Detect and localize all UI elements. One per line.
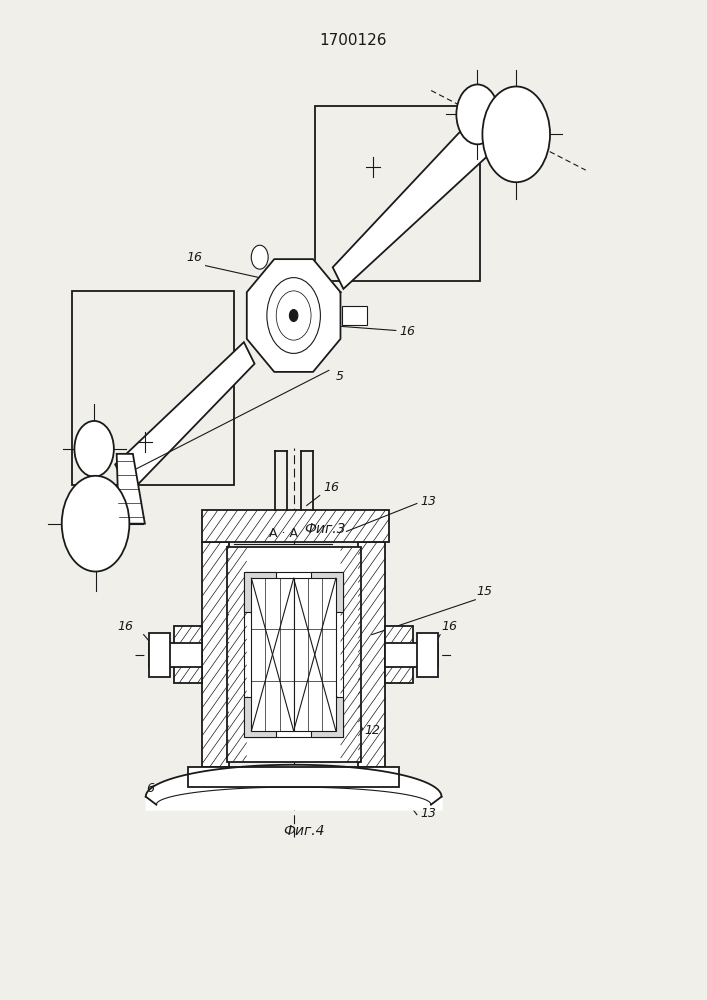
- Polygon shape: [333, 111, 497, 289]
- Text: 16: 16: [323, 481, 339, 494]
- Bar: [311, 697, 343, 737]
- Bar: [245, 572, 276, 612]
- Circle shape: [74, 421, 114, 477]
- Bar: [149, 633, 170, 677]
- Text: 12: 12: [364, 724, 380, 737]
- Text: 15: 15: [477, 585, 493, 598]
- Polygon shape: [117, 454, 145, 524]
- Bar: [245, 572, 343, 737]
- Circle shape: [267, 278, 320, 353]
- Circle shape: [482, 86, 550, 182]
- Bar: [385, 626, 414, 683]
- Bar: [417, 633, 438, 677]
- Text: 6: 6: [146, 782, 153, 795]
- Bar: [385, 643, 438, 667]
- Bar: [341, 306, 367, 325]
- Text: А · А: А · А: [269, 527, 298, 540]
- Text: 5: 5: [336, 370, 344, 383]
- Bar: [252, 578, 293, 731]
- Text: Фиг.3: Фиг.3: [305, 522, 346, 536]
- Circle shape: [251, 245, 268, 269]
- Text: 16: 16: [117, 620, 134, 633]
- Bar: [202, 510, 390, 542]
- Text: 13: 13: [421, 495, 436, 508]
- Text: 16: 16: [186, 251, 202, 264]
- Bar: [227, 547, 361, 762]
- Text: Фиг.4: Фиг.4: [284, 824, 325, 838]
- Circle shape: [456, 84, 498, 144]
- Circle shape: [289, 310, 298, 321]
- Bar: [293, 578, 336, 731]
- Bar: [72, 291, 234, 485]
- Bar: [188, 767, 399, 787]
- Text: 13: 13: [421, 807, 436, 820]
- Bar: [358, 542, 385, 767]
- Bar: [311, 572, 343, 612]
- Bar: [315, 106, 480, 281]
- Polygon shape: [247, 259, 341, 372]
- Bar: [149, 643, 202, 667]
- Bar: [245, 697, 276, 737]
- Polygon shape: [115, 342, 255, 493]
- Circle shape: [62, 476, 129, 572]
- Text: 16: 16: [399, 325, 415, 338]
- Bar: [174, 626, 202, 683]
- Text: 16: 16: [442, 620, 457, 633]
- Text: 1700126: 1700126: [320, 33, 387, 48]
- Bar: [202, 542, 229, 767]
